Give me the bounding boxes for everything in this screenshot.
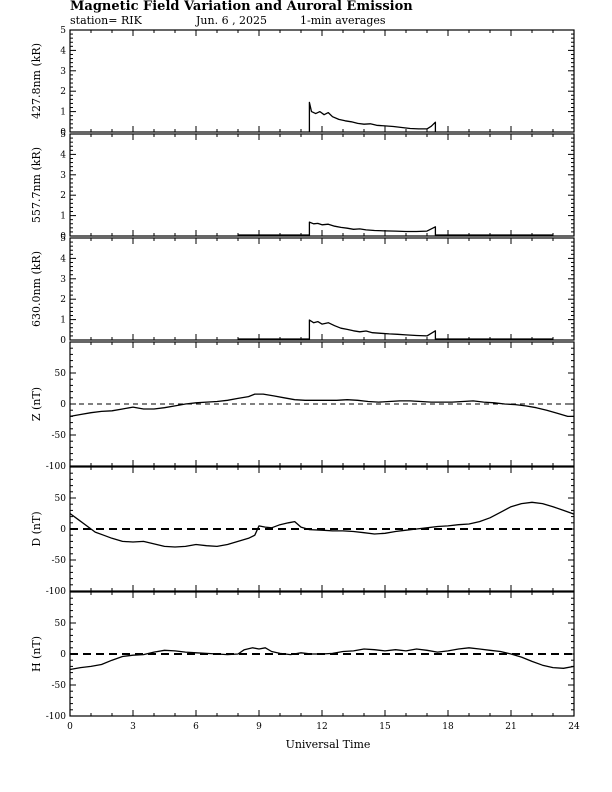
series-line [308, 319, 437, 340]
chart-title: Magnetic Field Variation and Auroral Emi… [70, 0, 413, 14]
y-tick-label: 3 [60, 171, 66, 181]
y-tick-label: 5 [60, 130, 66, 140]
y-tick-label: 0 [60, 400, 66, 410]
y-tick-label: -50 [52, 556, 67, 566]
panel-p6300: 0 1 2 3 4 5 630.0nm (kR) [30, 234, 575, 346]
x-tick-label: 21 [505, 722, 516, 732]
y-tick-label: 3 [60, 275, 66, 285]
averaging-label: 1-min averages [300, 14, 386, 27]
y-tick-label: 2 [60, 87, 66, 97]
x-tick-label: 6 [193, 722, 199, 732]
x-tick-label: 15 [379, 722, 391, 732]
y-axis-label: 630.0nm (kR) [30, 251, 43, 327]
y-tick-label: 1 [60, 316, 66, 326]
panel-pH: -100 -50 0 50 H (nT) [30, 591, 575, 722]
y-tick-label: 50 [55, 619, 67, 629]
x-tick-label: 24 [568, 722, 580, 732]
y-axis-label: H (nT) [30, 636, 43, 672]
y-tick-label: 0 [60, 128, 66, 138]
x-axis-label: Universal Time [286, 738, 371, 751]
y-axis-label: 427.8nm (kR) [30, 43, 43, 119]
y-tick-label: 4 [60, 150, 66, 160]
panel-pZ: -100 -50 0 50 Z (nT) [30, 341, 575, 472]
y-tick-label: -100 [46, 462, 66, 472]
y-tick-label: -50 [52, 431, 67, 441]
y-tick-label: 1 [60, 212, 66, 222]
panel-frame [69, 29, 575, 133]
series-line [308, 101, 437, 132]
y-tick-label: 0 [60, 525, 66, 535]
y-tick-label: 4 [60, 254, 66, 264]
y-axis-label: D (nT) [30, 511, 43, 546]
y-tick-label: 50 [55, 369, 67, 379]
y-tick-label: 5 [60, 26, 66, 36]
baseline-segment [238, 234, 310, 237]
y-tick-label: 50 [55, 494, 67, 504]
y-tick-label: 0 [60, 336, 66, 346]
panel-p5577: 0 1 2 3 4 5 557.7nm (kR) [30, 130, 575, 242]
y-tick-label: 0 [60, 232, 66, 242]
baseline-segment [238, 338, 310, 341]
y-tick-label: -100 [46, 712, 66, 722]
date-label: Jun. 6 , 2025 [195, 14, 267, 27]
y-tick-label: 1 [60, 108, 66, 118]
panel-frame [69, 133, 575, 237]
y-tick-label: -50 [52, 681, 67, 691]
baseline-segment [435, 234, 553, 237]
x-tick-label: 3 [130, 722, 136, 732]
x-tick-label: 12 [316, 722, 327, 732]
x-tick-label: 0 [67, 722, 73, 732]
series-line [69, 647, 575, 671]
y-tick-label: 2 [60, 295, 66, 305]
y-tick-label: 5 [60, 234, 66, 244]
x-tick-label: 9 [256, 722, 262, 732]
panel-p4278: 0 1 2 3 4 5 427.8nm (kR) [30, 26, 575, 138]
x-tick-label: 18 [442, 722, 454, 732]
y-axis-label: 557.7nm (kR) [30, 147, 43, 223]
series-line [308, 221, 437, 236]
y-tick-label: 4 [60, 46, 66, 56]
panel-pD: -100 -50 0 50 D (nT) [30, 466, 575, 597]
y-axis-label: Z (nT) [30, 387, 43, 421]
series-line [69, 393, 574, 418]
y-tick-label: 2 [60, 191, 66, 201]
y-tick-label: -100 [46, 587, 66, 597]
y-tick-label: 0 [60, 650, 66, 660]
series-line [69, 501, 575, 548]
baseline-segment [435, 338, 553, 341]
y-tick-label: 3 [60, 67, 66, 77]
station-label: station= RIK [70, 14, 143, 27]
